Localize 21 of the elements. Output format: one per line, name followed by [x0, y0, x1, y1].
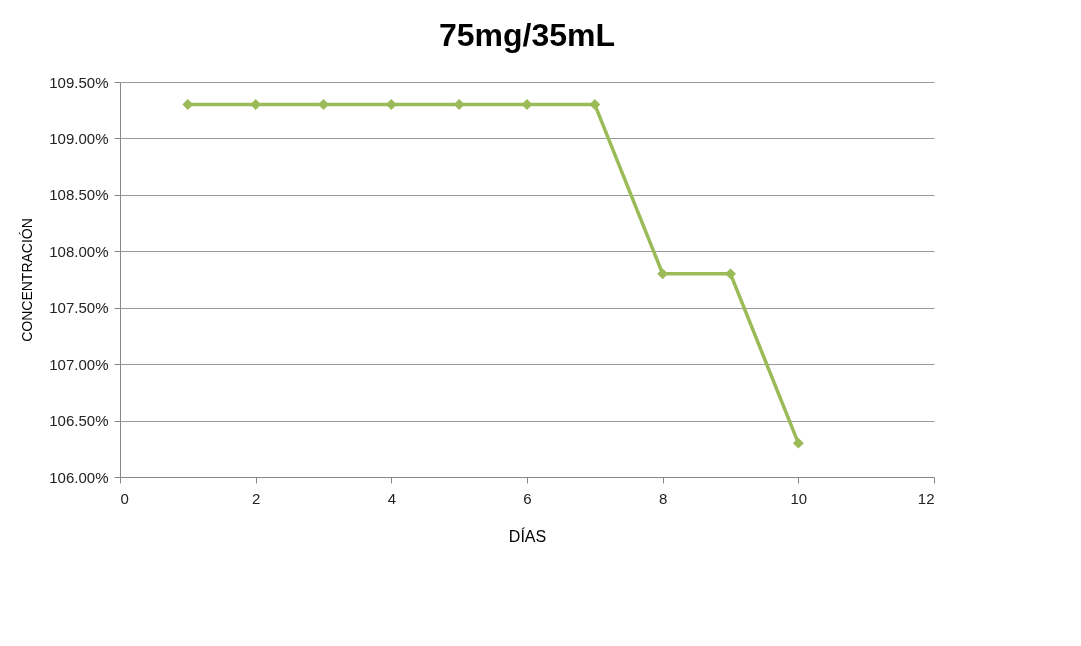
point — [725, 268, 736, 280]
x-tick-label: 12 — [917, 489, 935, 507]
x-tick-label: 6 — [523, 489, 532, 507]
point — [318, 99, 329, 111]
point — [792, 437, 804, 449]
y-tick-label: 107.00% — [49, 355, 109, 373]
chart-title: 75mg/35mL — [438, 17, 616, 53]
x-tick-label: 8 — [658, 489, 668, 507]
y-tick-label: 109.50% — [49, 73, 109, 91]
x-tick-label: 2 — [251, 489, 261, 507]
y-tick-label: 107.50% — [49, 299, 109, 317]
x-tick-label: 0 — [120, 489, 129, 507]
y-tick-label: 108.50% — [49, 186, 109, 204]
x-tick-label: 10 — [790, 489, 808, 507]
y-tick-label: 109.00% — [49, 129, 109, 147]
y-axis-title: CONCENTRACIÓN — [19, 218, 36, 342]
x-axis-title: DÍAS — [508, 526, 547, 545]
x-tick-label: 4 — [387, 489, 397, 507]
y-tick-label: 106.00% — [49, 468, 109, 486]
y-tick-label: 108.00% — [49, 242, 109, 260]
y-tick-label: 106.50% — [49, 412, 109, 430]
